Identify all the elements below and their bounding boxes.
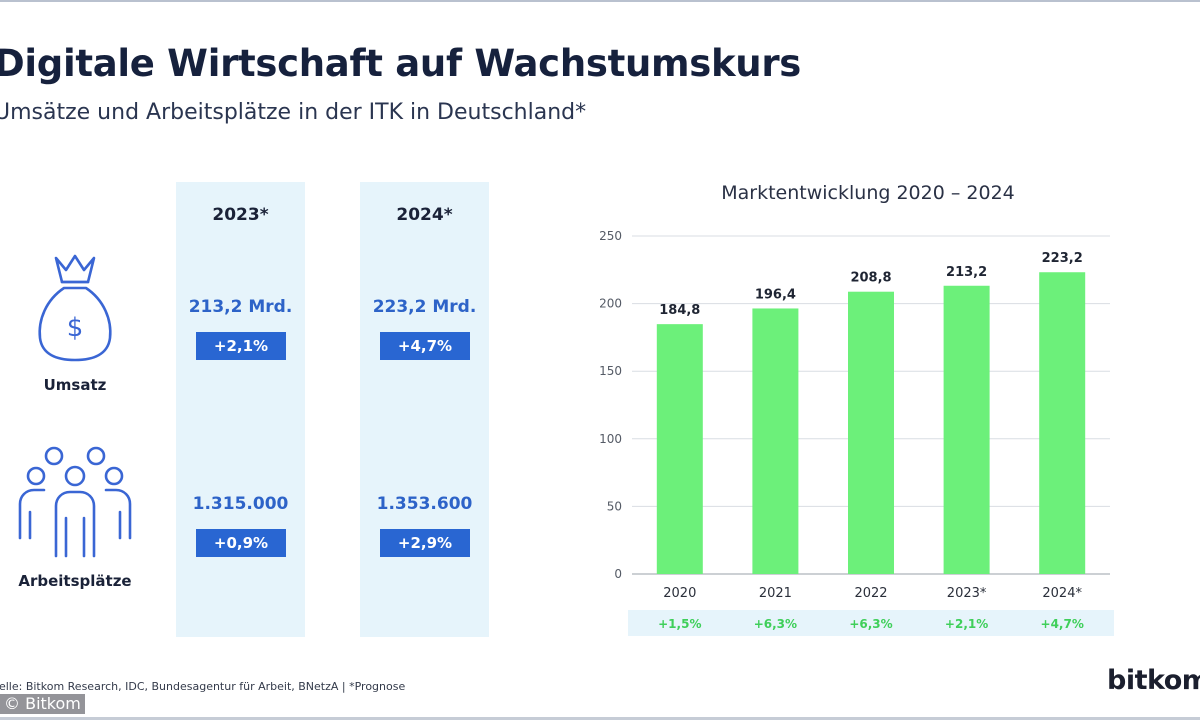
source-note: uelle: Bitkom Research, IDC, Bundesagent… xyxy=(0,680,406,693)
data-label: 208,8 xyxy=(850,271,891,286)
bar xyxy=(848,291,894,574)
people-group-icon xyxy=(18,446,132,558)
growth-label: +6,3% xyxy=(849,617,892,631)
arbeitsplaetze-2024-change-badge: +2,9% xyxy=(380,529,470,557)
page-title: Digitale Wirtschaft auf Wachstumskurs xyxy=(0,42,802,85)
bar xyxy=(1039,272,1086,574)
column-header-2024: 2024* xyxy=(396,205,453,225)
svg-text:$: $ xyxy=(67,313,84,343)
umsatz-2023-change-badge: +2,1% xyxy=(196,332,286,360)
copyright-notice: © Bitkom xyxy=(0,694,85,714)
umsatz-2023-value: 213,2 Mrd. xyxy=(188,297,293,317)
growth-band xyxy=(628,610,1114,636)
y-tick-label: 250 xyxy=(599,229,622,243)
y-tick-label: 50 xyxy=(607,499,622,513)
arbeitsplaetze-2023-change-badge: +0,9% xyxy=(196,529,286,557)
x-tick-label: 2024* xyxy=(1042,586,1082,601)
data-label: 223,2 xyxy=(1042,251,1083,266)
y-tick-label: 100 xyxy=(599,432,622,446)
bitkom-logo: bitkom xyxy=(1107,665,1200,696)
top-border xyxy=(0,0,1200,2)
data-label: 184,8 xyxy=(659,303,700,318)
arbeitsplaetze-2024-value: 1.353.600 xyxy=(376,494,473,514)
umsatz-2024-value: 223,2 Mrd. xyxy=(372,297,477,317)
y-tick-label: 200 xyxy=(599,297,622,311)
x-tick-label: 2022 xyxy=(854,586,887,601)
column-2024-background xyxy=(360,182,489,637)
growth-label: +4,7% xyxy=(1041,617,1084,631)
growth-label: +1,5% xyxy=(658,617,701,631)
chart-title: Marktentwicklung 2020 – 2024 xyxy=(721,182,1015,204)
y-tick-label: 0 xyxy=(614,567,622,581)
bar xyxy=(656,324,703,574)
x-tick-label: 2020 xyxy=(663,586,696,601)
y-tick-label: 150 xyxy=(599,364,622,378)
growth-label: +6,3% xyxy=(754,617,797,631)
data-label: 196,4 xyxy=(755,287,796,302)
x-tick-label: 2023* xyxy=(947,586,987,601)
page-subtitle: Umsätze und Arbeitsplätze in der ITK in … xyxy=(0,100,587,125)
data-label: 213,2 xyxy=(946,265,987,280)
x-tick-label: 2021 xyxy=(759,586,792,601)
money-bag-icon: $ xyxy=(38,254,112,362)
umsatz-2024-change-badge: +4,7% xyxy=(380,332,470,360)
growth-label: +2,1% xyxy=(945,617,988,631)
market-development-chart: 0 50 100 150 200 250 184,8 2020 +1,5% 196,4 2021 +6… xyxy=(599,229,1114,636)
arbeitsplaetze-2023-value: 1.315.000 xyxy=(192,494,289,514)
column-header-2023: 2023* xyxy=(212,205,269,225)
row-label-arbeitsplaetze: Arbeitsplätze xyxy=(18,572,132,590)
bar xyxy=(752,308,799,574)
bar xyxy=(943,285,990,574)
bottom-border xyxy=(0,717,1200,720)
row-label-umsatz: Umsatz xyxy=(43,376,107,394)
column-2023-background xyxy=(176,182,305,637)
